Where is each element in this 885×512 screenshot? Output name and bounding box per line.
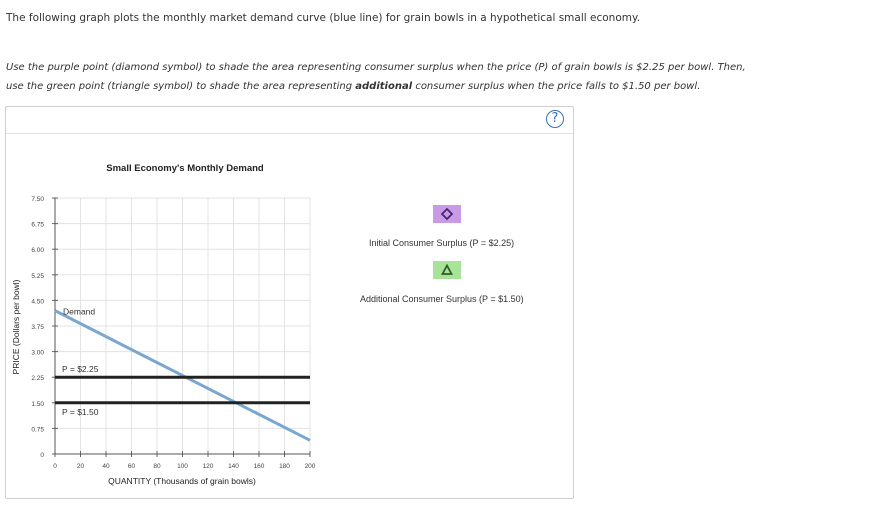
x-tick-label: 120	[203, 463, 214, 470]
chart-title: Small Economy's Monthly Demand	[106, 163, 264, 174]
graph-panel: ?	[5, 106, 574, 499]
demand-label: Demand	[63, 307, 95, 317]
y-tick-label: 1.50	[31, 401, 44, 408]
instruction-text-a: use the green point (triangle symbol) to…	[6, 81, 356, 92]
additional-cs-label: Additional Consumer Surplus (P = $1.50)	[360, 294, 524, 304]
y-tick-label: 5.25	[31, 273, 44, 280]
x-tick-label: 0	[53, 463, 57, 470]
triangle-tool-button[interactable]	[433, 261, 461, 279]
x-tick-label: 180	[279, 463, 290, 470]
diamond-icon	[433, 205, 461, 223]
x-tick-label: 80	[153, 463, 161, 470]
y-tick-label: 0.75	[31, 426, 44, 433]
y-tick-label: 3.00	[31, 350, 44, 357]
y-tick-label: 6.75	[31, 222, 44, 229]
intro-text: The following graph plots the monthly ma…	[6, 12, 641, 24]
demand-line	[54, 309, 311, 442]
price-lines[interactable]: P = $2.25 P = $1.50	[55, 364, 310, 417]
x-tick-label: 140	[228, 463, 239, 470]
instruction-line-1: Use the purple point (diamond symbol) to…	[6, 62, 746, 73]
price-label-225: P = $2.25	[62, 364, 99, 374]
instruction-line-2: use the green point (triangle symbol) to…	[6, 81, 700, 92]
y-tick-label: 4.50	[31, 298, 44, 305]
y-tick-label: 2.25	[31, 375, 44, 382]
price-label-150: P = $1.50	[62, 407, 99, 417]
initial-cs-label: Initial Consumer Surplus (P = $2.25)	[369, 238, 515, 248]
instruction-text-b: consumer surplus when the price falls to…	[412, 81, 701, 92]
x-tick-label: 100	[177, 463, 188, 470]
y-tick-label: 0	[40, 452, 44, 459]
x-axis-label: QUANTITY (Thousands of grain bowls)	[108, 476, 256, 486]
triangle-icon	[433, 261, 461, 279]
y-tick-label: 6.00	[31, 247, 44, 254]
series-layer: Demand	[54, 307, 311, 442]
x-tick-label: 40	[102, 463, 110, 470]
x-tick-label: 60	[128, 463, 136, 470]
x-tick-label: 160	[254, 463, 265, 470]
panel-divider	[6, 133, 573, 134]
y-tick-label: 3.75	[31, 324, 44, 331]
diamond-tool-button[interactable]	[433, 205, 461, 223]
x-tick-label: 200	[305, 463, 316, 470]
x-tick-label: 20	[77, 463, 85, 470]
y-axis-label: PRICE (Dollars per bowl)	[11, 279, 21, 374]
instruction-emphasis: additional	[355, 81, 413, 92]
y-tick-label: 7.50	[31, 196, 44, 203]
help-icon[interactable]: ?	[546, 110, 564, 128]
axes: 0 0.75 1.50 2.25 3.00 3.75 4.50 5.25 6.00 6.75 7.5…	[31, 196, 315, 470]
